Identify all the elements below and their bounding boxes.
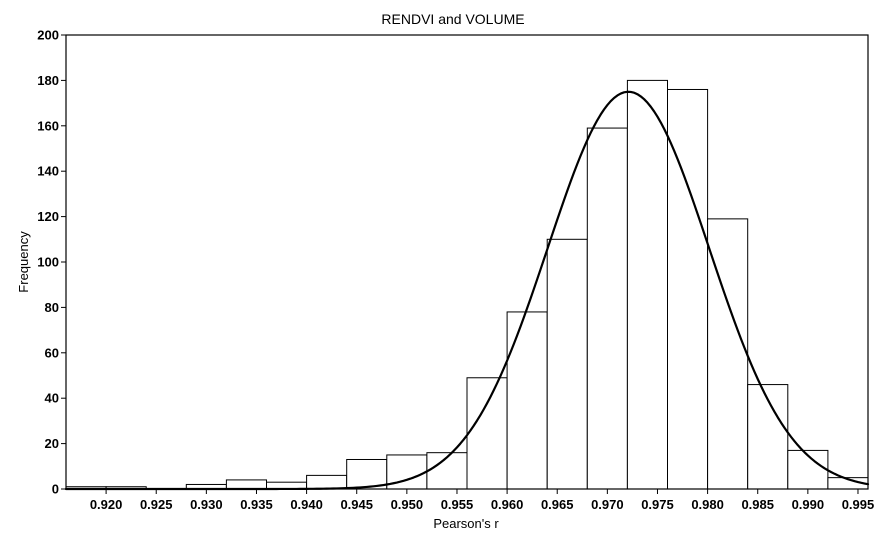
x-tick-label: 0.995: [842, 497, 875, 512]
x-tick-label: 0.985: [741, 497, 774, 512]
histogram-bar: [426, 452, 468, 490]
histogram-bar: [546, 238, 588, 490]
x-axis-label: Pearson's r: [433, 516, 499, 531]
y-tick-label: 100: [37, 255, 59, 270]
histogram-bar: [747, 384, 789, 490]
histogram-bar: [626, 79, 669, 490]
y-tick-label: 140: [37, 164, 59, 179]
histogram-bar: [306, 474, 348, 490]
x-tick-label: 0.950: [391, 497, 424, 512]
y-tick-label: 80: [45, 300, 59, 315]
y-tick-label: 60: [45, 345, 59, 360]
x-tick-label: 0.925: [140, 497, 173, 512]
y-tick-label: 200: [37, 28, 59, 43]
histogram-bar: [225, 479, 267, 490]
x-axis-ticks: 0.920 0.925 0.930 0.935 0.940 0.945 0.950 0.955…: [90, 489, 874, 512]
y-tick-label: 40: [45, 391, 59, 406]
y-axis-label: Frequency: [16, 231, 31, 293]
x-tick-label: 0.975: [641, 497, 674, 512]
x-tick-label: 0.920: [90, 497, 123, 512]
y-tick-label: 160: [37, 118, 59, 133]
histogram-bar: [586, 127, 628, 490]
y-tick-label: 120: [37, 209, 59, 224]
x-tick-label: 0.945: [340, 497, 373, 512]
y-tick-label: 0: [52, 482, 59, 497]
x-tick-label: 0.930: [190, 497, 223, 512]
chart-title: RENDVI and VOLUME: [381, 11, 524, 27]
x-tick-label: 0.980: [691, 497, 724, 512]
x-tick-label: 0.970: [591, 497, 624, 512]
y-axis-ticks: 0 20 40 60 80 100 120 140 160 180 200: [37, 28, 66, 497]
x-tick-label: 0.990: [792, 497, 825, 512]
x-tick-label: 0.960: [491, 497, 524, 512]
x-tick-label: 0.940: [290, 497, 323, 512]
histogram-bars: [65, 79, 869, 490]
y-tick-label: 180: [37, 73, 59, 88]
x-tick-label: 0.955: [441, 497, 474, 512]
histogram-bar: [667, 88, 709, 490]
x-tick-label: 0.965: [541, 497, 574, 512]
histogram-bar: [506, 311, 548, 490]
y-tick-label: 20: [45, 436, 59, 451]
x-tick-label: 0.935: [240, 497, 273, 512]
histogram-bar: [466, 377, 508, 490]
